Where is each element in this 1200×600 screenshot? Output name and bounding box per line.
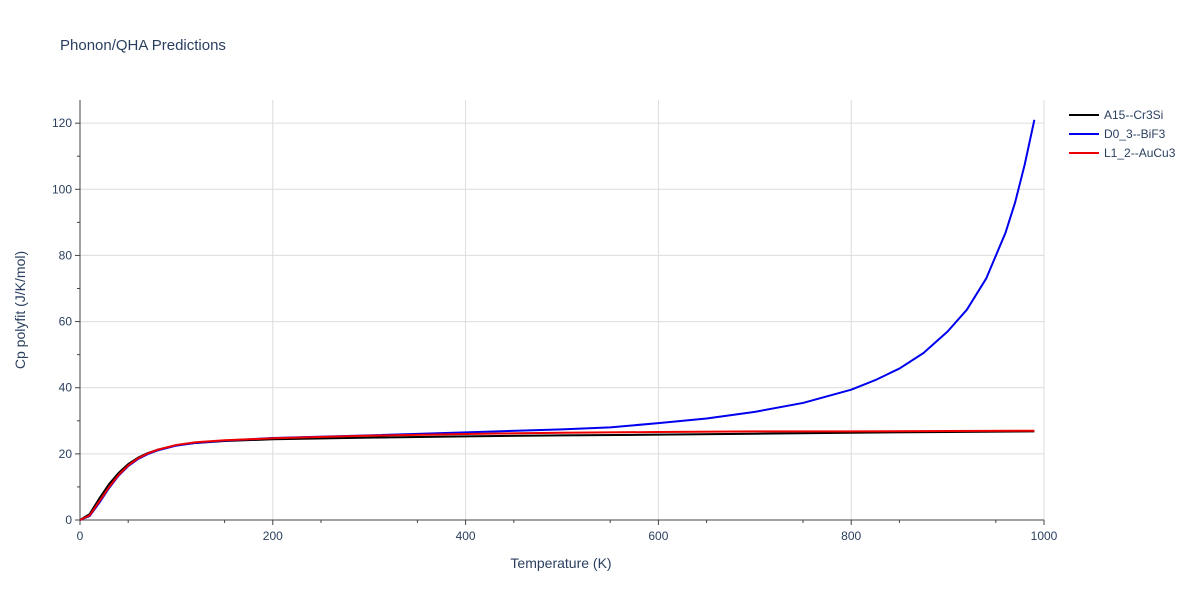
y-tick-label: 40: [59, 381, 73, 395]
legend-item-A15--Cr3Si[interactable]: A15--Cr3Si: [1069, 108, 1163, 122]
legend-item-D0_3--BiF3[interactable]: D0_3--BiF3: [1069, 127, 1166, 141]
x-tick-label: 600: [648, 529, 668, 543]
x-tick-label: 200: [263, 529, 283, 543]
y-tick-label: 0: [65, 513, 72, 527]
y-tick-label: 120: [52, 116, 72, 130]
legend-item-L1_2--AuCu3[interactable]: L1_2--AuCu3: [1069, 146, 1176, 160]
legend-label: D0_3--BiF3: [1104, 127, 1166, 141]
legend-label: A15--Cr3Si: [1104, 108, 1163, 122]
series-layer: [79, 119, 1036, 521]
y-tick-label: 20: [59, 447, 73, 461]
axes-layer: 0 200 400 600 800 1000 0 20 40 60 80 100 120: [52, 100, 1058, 543]
x-tick-label: 800: [841, 529, 861, 543]
series-line-L1_2--AuCu3: [79, 429, 1035, 521]
grid-layer: [80, 100, 1045, 520]
y-tick-label: 80: [59, 248, 73, 262]
chart-title: Phonon/QHA Predictions: [60, 37, 226, 54]
legend-label: L1_2--AuCu3: [1104, 146, 1176, 160]
x-tick-label: 0: [77, 529, 84, 543]
y-tick-label: 60: [59, 315, 73, 329]
legend[interactable]: A15--Cr3Si D0_3--BiF3 L1_2--AuCu3: [1069, 108, 1176, 160]
series-line-D0_3--BiF3: [79, 119, 1036, 521]
y-axis-title: Cp polyfit (J/K/mol): [12, 251, 28, 369]
y-tick-label: 100: [52, 182, 72, 196]
x-tick-label: 1000: [1031, 529, 1058, 543]
x-axis-title: Temperature (K): [510, 555, 611, 571]
x-tick-label: 400: [456, 529, 476, 543]
series-line-A15--Cr3Si: [79, 430, 1035, 521]
